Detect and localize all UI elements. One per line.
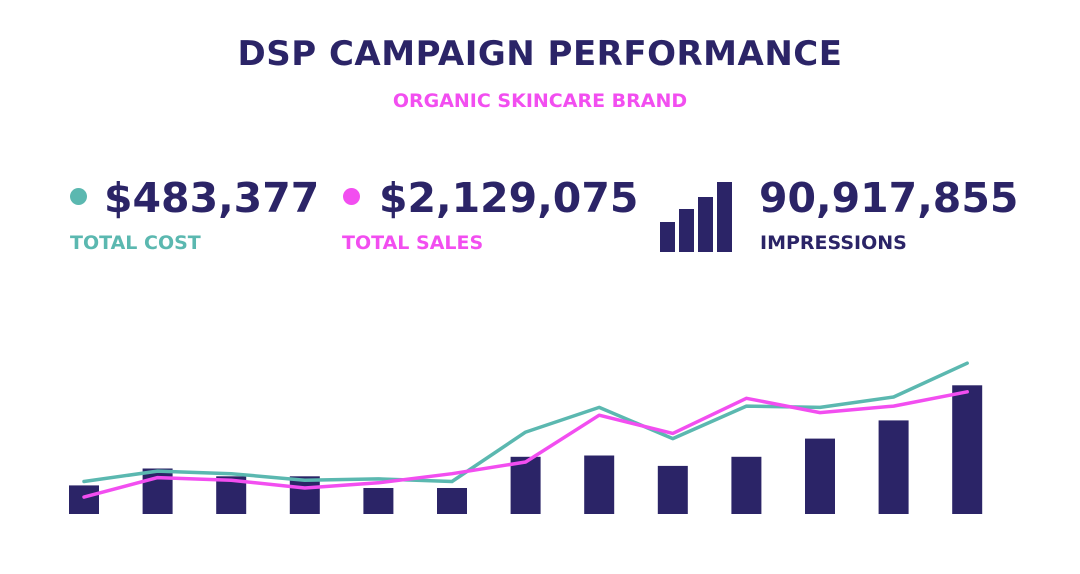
teal-dot-icon <box>70 188 87 205</box>
kpi-total-sales-value: $2,129,075 <box>379 174 639 222</box>
bar-6 <box>437 488 467 514</box>
bar-8 <box>584 455 615 514</box>
bar-9 <box>657 465 688 514</box>
page-subtitle: ORGANIC SKINCARE BRAND <box>392 90 688 112</box>
page-title: DSP CAMPAIGN PERFORMANCE <box>237 34 843 74</box>
bar-1 <box>69 485 99 514</box>
bar-13 <box>952 385 983 514</box>
kpi-total-cost-label: TOTAL COST <box>70 232 201 254</box>
kpi-total-cost-value: $483,377 <box>104 174 320 222</box>
bar-10 <box>731 456 762 514</box>
bar-12 <box>878 420 909 514</box>
bar-4 <box>289 476 320 514</box>
kpi-impressions-value: 90,917,855 <box>759 174 1019 222</box>
magenta-dot-icon <box>343 188 360 205</box>
bar-7 <box>510 456 541 514</box>
kpi-impressions-label: IMPRESSIONS <box>760 232 907 254</box>
bar-5 <box>363 488 394 514</box>
kpi-total-sales-label: TOTAL SALES <box>342 232 484 254</box>
line-series-2 <box>82 390 969 499</box>
line-series-1 <box>82 361 969 484</box>
bar-2 <box>142 468 173 514</box>
bar-11 <box>805 438 835 514</box>
bar-chart-icon <box>660 182 732 252</box>
